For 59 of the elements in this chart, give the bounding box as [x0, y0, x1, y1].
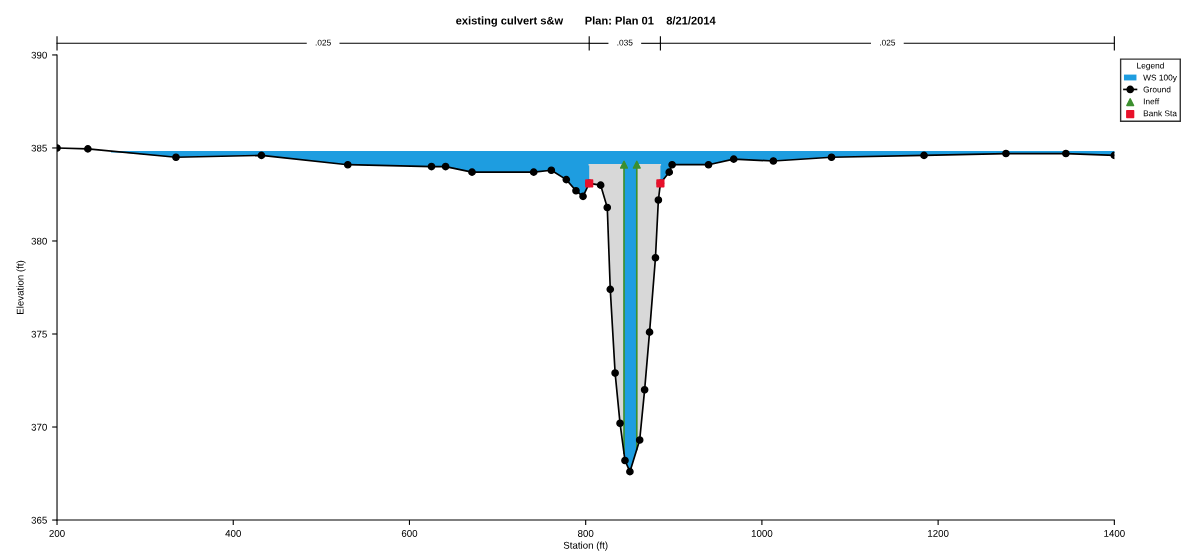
x-tick-label: 1000 — [751, 530, 773, 537]
point — [920, 151, 928, 160]
point — [343, 160, 352, 169]
y-tick-label: 380 — [31, 237, 47, 245]
point — [579, 192, 587, 201]
text: .035 — [617, 39, 633, 46]
point — [427, 162, 436, 171]
point — [704, 160, 713, 169]
legend-title: Legend — [1137, 62, 1164, 71]
point — [1062, 149, 1070, 158]
x-tick-label: 600 — [401, 530, 418, 537]
point — [547, 166, 556, 175]
point — [441, 162, 450, 171]
point — [529, 168, 538, 176]
point — [616, 419, 624, 428]
point — [611, 369, 619, 377]
legend-label: WS 100y — [1143, 74, 1177, 83]
point — [729, 155, 738, 163]
point — [654, 196, 663, 204]
point — [769, 157, 778, 165]
text: .025 — [315, 39, 331, 46]
point — [640, 385, 649, 394]
point — [603, 203, 612, 212]
point — [606, 285, 615, 294]
point — [626, 467, 634, 476]
point — [645, 328, 654, 336]
y-tick-label: 365 — [31, 516, 47, 524]
x-tick-label: 200 — [49, 530, 65, 537]
point — [1002, 149, 1010, 158]
point — [665, 168, 674, 176]
point — [84, 145, 92, 153]
point — [635, 436, 644, 444]
text: .025 — [880, 39, 896, 46]
point — [172, 153, 180, 162]
point — [596, 181, 605, 189]
y-tick-label: 385 — [31, 144, 47, 152]
x-tick-label: 1400 — [1104, 530, 1125, 537]
point — [468, 168, 476, 176]
point — [632, 160, 641, 169]
y-tick-label: 375 — [31, 330, 47, 338]
legend-label: Ground — [1143, 86, 1171, 93]
point — [562, 175, 571, 184]
x-tick-label: 1200 — [928, 530, 949, 537]
point — [668, 160, 676, 169]
x-tick-label: 800 — [578, 530, 594, 537]
legend-label: Bank Sta — [1143, 110, 1177, 117]
point — [827, 153, 836, 162]
x-tick-label: 400 — [225, 530, 241, 537]
point — [619, 160, 629, 169]
chart-title: existing culvert s&w Plan: Plan 01 8/21/2014 — [456, 16, 716, 27]
point — [257, 151, 266, 160]
y-axis-title: Elevation (ft) — [16, 260, 26, 314]
x-axis-title: Station (ft) — [563, 541, 608, 551]
y-tick-label: 370 — [31, 423, 47, 431]
point — [651, 253, 660, 262]
point — [572, 186, 580, 195]
legend-label: Ineff — [1143, 98, 1160, 105]
y-tick-label: 390 — [31, 51, 47, 59]
point — [621, 456, 629, 465]
